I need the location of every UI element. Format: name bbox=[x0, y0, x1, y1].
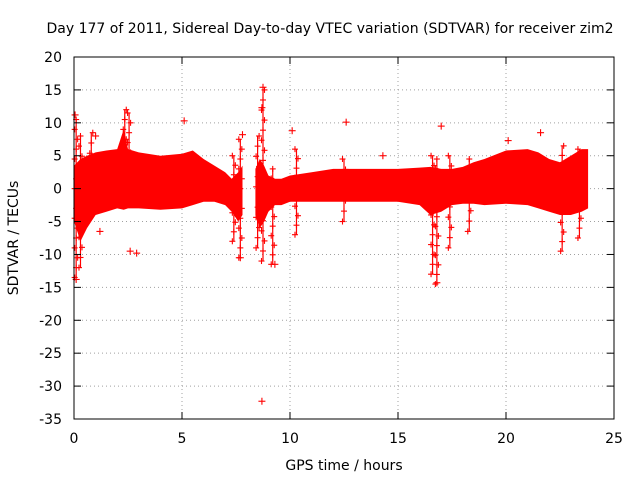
x-tick-label: 25 bbox=[605, 431, 623, 447]
y-tick-label: -30 bbox=[39, 379, 62, 395]
data-point bbox=[96, 227, 104, 235]
y-tick-label: -20 bbox=[39, 313, 62, 329]
data-point bbox=[258, 397, 266, 405]
y-tick-label: 15 bbox=[44, 83, 62, 99]
data-point bbox=[433, 279, 441, 287]
data-point bbox=[342, 118, 350, 126]
data-point bbox=[126, 247, 134, 255]
data-layer bbox=[71, 83, 589, 405]
y-tick-label: -35 bbox=[39, 412, 62, 428]
data-spike bbox=[71, 116, 81, 281]
x-axis-label: GPS time / hours bbox=[285, 458, 402, 474]
data-point bbox=[271, 260, 279, 268]
data-point bbox=[437, 122, 445, 130]
data-spike bbox=[432, 156, 442, 288]
data-point bbox=[133, 249, 141, 257]
data-spike bbox=[86, 129, 96, 218]
x-tick-label: 5 bbox=[178, 431, 187, 447]
data-spike bbox=[258, 86, 268, 265]
data-spike bbox=[339, 156, 349, 225]
data-point bbox=[288, 127, 296, 135]
data-envelope bbox=[74, 129, 243, 242]
data-spike bbox=[464, 156, 474, 235]
data-spike bbox=[291, 146, 301, 238]
data-point bbox=[504, 137, 512, 145]
x-tick-label: 0 bbox=[70, 431, 79, 447]
data-point bbox=[236, 254, 244, 262]
data-point bbox=[537, 129, 545, 137]
data-spike bbox=[253, 132, 263, 251]
data-point bbox=[71, 111, 79, 119]
data-spike bbox=[235, 136, 245, 261]
data-spike bbox=[428, 152, 438, 278]
data-point bbox=[259, 83, 267, 91]
y-axis-label: SDTVAR / TECUs bbox=[6, 181, 22, 296]
axis-ticks: -35 -30 -25 -20 -15 -10 -5 0 5 10 15 20 0 5 10 15 20 25 bbox=[39, 50, 623, 447]
x-tick-label: 15 bbox=[389, 431, 407, 447]
y-tick-label: -15 bbox=[39, 280, 62, 296]
y-tick-label: 0 bbox=[53, 182, 62, 198]
y-tick-label: -5 bbox=[48, 215, 62, 231]
data-spike bbox=[574, 146, 584, 241]
data-spike bbox=[229, 152, 239, 245]
data-point bbox=[258, 104, 266, 112]
data-spike bbox=[445, 152, 455, 251]
data-point bbox=[180, 117, 188, 125]
y-tick-label: -10 bbox=[39, 247, 62, 263]
data-spike bbox=[124, 109, 134, 205]
data-spike bbox=[120, 106, 130, 192]
data-envelope bbox=[255, 149, 589, 229]
plot-frame bbox=[73, 56, 615, 420]
data-point bbox=[238, 131, 246, 139]
data-point bbox=[92, 132, 100, 140]
y-tick-label: -25 bbox=[39, 346, 62, 362]
y-tick-label: 10 bbox=[44, 116, 62, 132]
y-tick-label: 5 bbox=[53, 149, 62, 165]
data-point bbox=[379, 152, 387, 160]
data-spike bbox=[268, 165, 278, 268]
y-tick-label: 20 bbox=[44, 50, 62, 66]
x-tick-label: 20 bbox=[497, 431, 515, 447]
data-spike bbox=[557, 142, 567, 255]
data-spike bbox=[75, 132, 85, 271]
chart-title: Day 177 of 2011, Sidereal Day-to-day VTE… bbox=[47, 21, 614, 37]
x-tick-label: 10 bbox=[281, 431, 299, 447]
grid-lines bbox=[74, 57, 614, 419]
